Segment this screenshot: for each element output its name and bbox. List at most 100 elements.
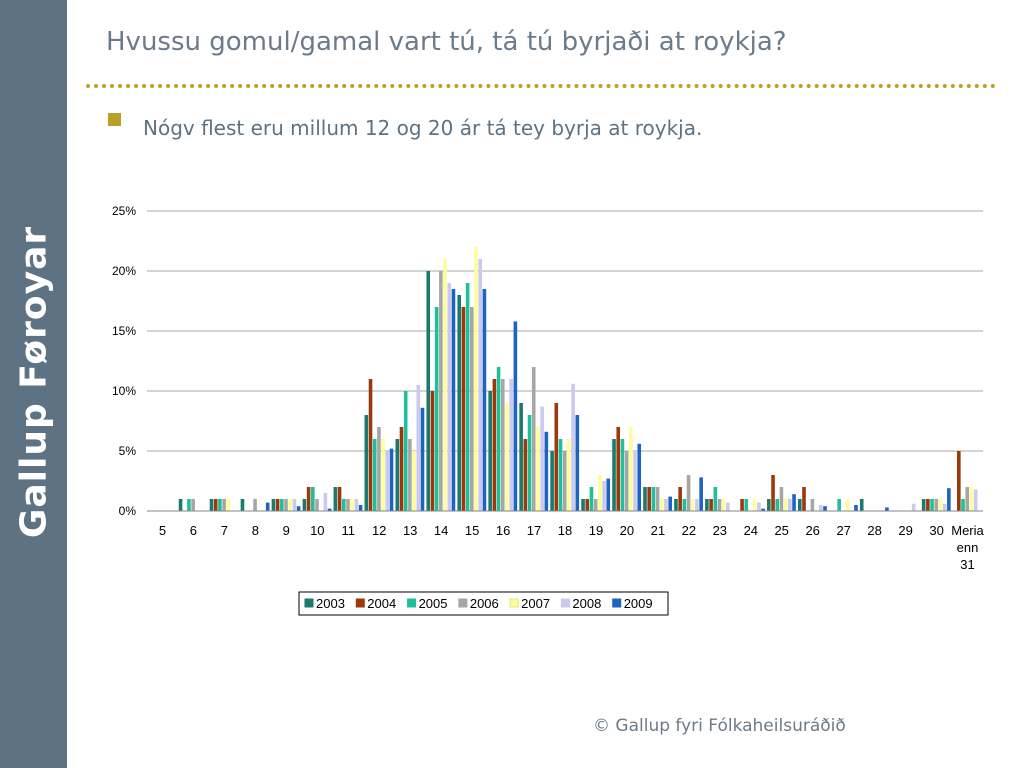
- bar-2006-17: [531, 367, 536, 511]
- bar-2009-24: [761, 508, 765, 511]
- x-tick-label: 18: [558, 523, 572, 538]
- bar-2007-17: [536, 427, 540, 511]
- x-tick-label: 25: [774, 523, 788, 538]
- bullet-square-icon: [108, 113, 121, 126]
- bar-2007-25: [783, 499, 788, 511]
- bar-2004-21: [647, 487, 651, 511]
- bar-2008-11: [354, 499, 359, 511]
- bar-2007-21: [659, 499, 664, 511]
- bar-2009-22: [699, 477, 703, 511]
- bar-2008-16: [509, 379, 513, 511]
- bar-2008-12: [385, 451, 390, 511]
- bar-2006-23: [717, 499, 722, 511]
- legend-swatch-2009: [612, 598, 622, 608]
- bar-2004-30: [926, 499, 930, 511]
- bar-2007-20: [629, 427, 633, 511]
- bar-2009-9: [296, 506, 301, 511]
- bar-2003-19: [581, 499, 585, 511]
- bar-2005-12: [372, 439, 377, 511]
- bar-2003-18: [550, 451, 554, 511]
- legend-swatch-2004: [355, 598, 365, 608]
- bar-2005-18: [558, 439, 563, 511]
- bar-2007-12: [381, 439, 385, 511]
- bar-2008-Meria-enn-31: [973, 489, 978, 511]
- bar-2005-19: [589, 487, 594, 511]
- bar-2004-17: [523, 439, 528, 511]
- bar-2005-Meria-enn-31: [961, 499, 965, 511]
- bar-2003-15: [457, 295, 462, 511]
- bar-2009-20: [637, 443, 642, 511]
- bar-2009-11: [358, 505, 363, 511]
- bar-2005-21: [651, 487, 656, 511]
- bar-2006-18: [562, 451, 567, 511]
- bar-2009-10: [327, 508, 332, 511]
- bar-2009-30: [947, 488, 951, 511]
- bar-2006-11: [346, 499, 350, 511]
- bar-2005-10: [311, 487, 315, 511]
- bar-2003-30: [921, 499, 926, 511]
- bar-2005-9: [280, 499, 284, 511]
- legend-label-2008: 2008: [572, 596, 601, 611]
- bar-2005-20: [620, 439, 625, 511]
- legend-label-2009: 2009: [624, 596, 653, 611]
- bar-2008-25: [788, 499, 792, 511]
- bar-2006-21: [655, 487, 660, 511]
- bar-2009-21: [668, 496, 672, 511]
- bar-2006-7: [222, 499, 226, 511]
- bar-2005-6: [187, 499, 191, 511]
- bar-2009-13: [420, 407, 425, 511]
- bar-2007-7: [226, 499, 231, 511]
- sidebar: Gallup Føroyar: [0, 0, 67, 768]
- bar-2003-28: [859, 499, 864, 511]
- bar-2008-24: [757, 502, 761, 511]
- y-tick-label: 25%: [112, 204, 136, 218]
- y-tick-labels: 0% 5% 10% 15% 20% 25%: [112, 204, 136, 518]
- bar-2007-24: [752, 499, 757, 511]
- bar-2006-13: [408, 439, 412, 511]
- bar-2007-27: [845, 499, 850, 511]
- bar-2004-13: [399, 427, 404, 511]
- bar-2009-18: [575, 415, 580, 511]
- bar-2004-Meria-enn-31: [957, 451, 961, 511]
- bar-2009-15: [482, 289, 487, 511]
- bar-2005-7: [218, 499, 222, 511]
- bar-2004-22: [678, 487, 682, 511]
- bar-2008-29: [911, 503, 916, 511]
- bar-2006-Meria-enn-31: [965, 487, 970, 511]
- x-tick-label: enn: [957, 540, 979, 555]
- bar-2008-13: [416, 385, 421, 511]
- bar-2005-25: [775, 499, 780, 511]
- bar-2003-14: [426, 271, 431, 511]
- legend-label-2005: 2005: [419, 596, 448, 611]
- bar-2006-16: [500, 379, 505, 511]
- x-tick-label: 21: [651, 523, 665, 538]
- bar-2009-17: [544, 431, 549, 511]
- bar-2006-14: [439, 271, 443, 511]
- bar-2003-21: [643, 487, 647, 511]
- y-tick-label: 0%: [119, 504, 137, 518]
- y-tick-label: 15%: [112, 324, 136, 338]
- bar-2004-11: [337, 487, 342, 511]
- legend: 2003 2004 2005 2006 2007 2008 2009: [298, 591, 669, 616]
- bar-2005-22: [682, 499, 687, 511]
- x-tick-label: 24: [744, 523, 758, 538]
- bar-2006-22: [686, 475, 691, 511]
- bar-2009-26: [823, 506, 827, 511]
- bar-2008-17: [540, 406, 544, 511]
- x-tick-labels: 5 6 7 8 9 10 11 12 13 14 15 16 17 18 19 20 21 22 23 24 25 26 2…: [159, 523, 985, 572]
- bar-2003-9: [271, 499, 276, 511]
- bar-2006-10: [315, 499, 319, 511]
- bar-2005-27: [837, 499, 841, 511]
- footer-copyright: © Gallup fyri Fólkaheilsuráðið: [593, 716, 846, 736]
- bar-2005-24: [744, 499, 749, 511]
- x-tick-label: 15: [465, 523, 479, 538]
- bar-2004-26: [802, 487, 806, 511]
- legend-swatch-2007: [509, 598, 519, 608]
- title-divider: [86, 84, 996, 88]
- bar-2004-20: [616, 427, 621, 511]
- y-tick-label: 5%: [119, 444, 137, 458]
- bar-2003-26: [798, 499, 802, 511]
- bar-2009-28: [885, 507, 889, 511]
- x-tick-label: 31: [960, 557, 974, 572]
- bar-2008-21: [664, 499, 668, 511]
